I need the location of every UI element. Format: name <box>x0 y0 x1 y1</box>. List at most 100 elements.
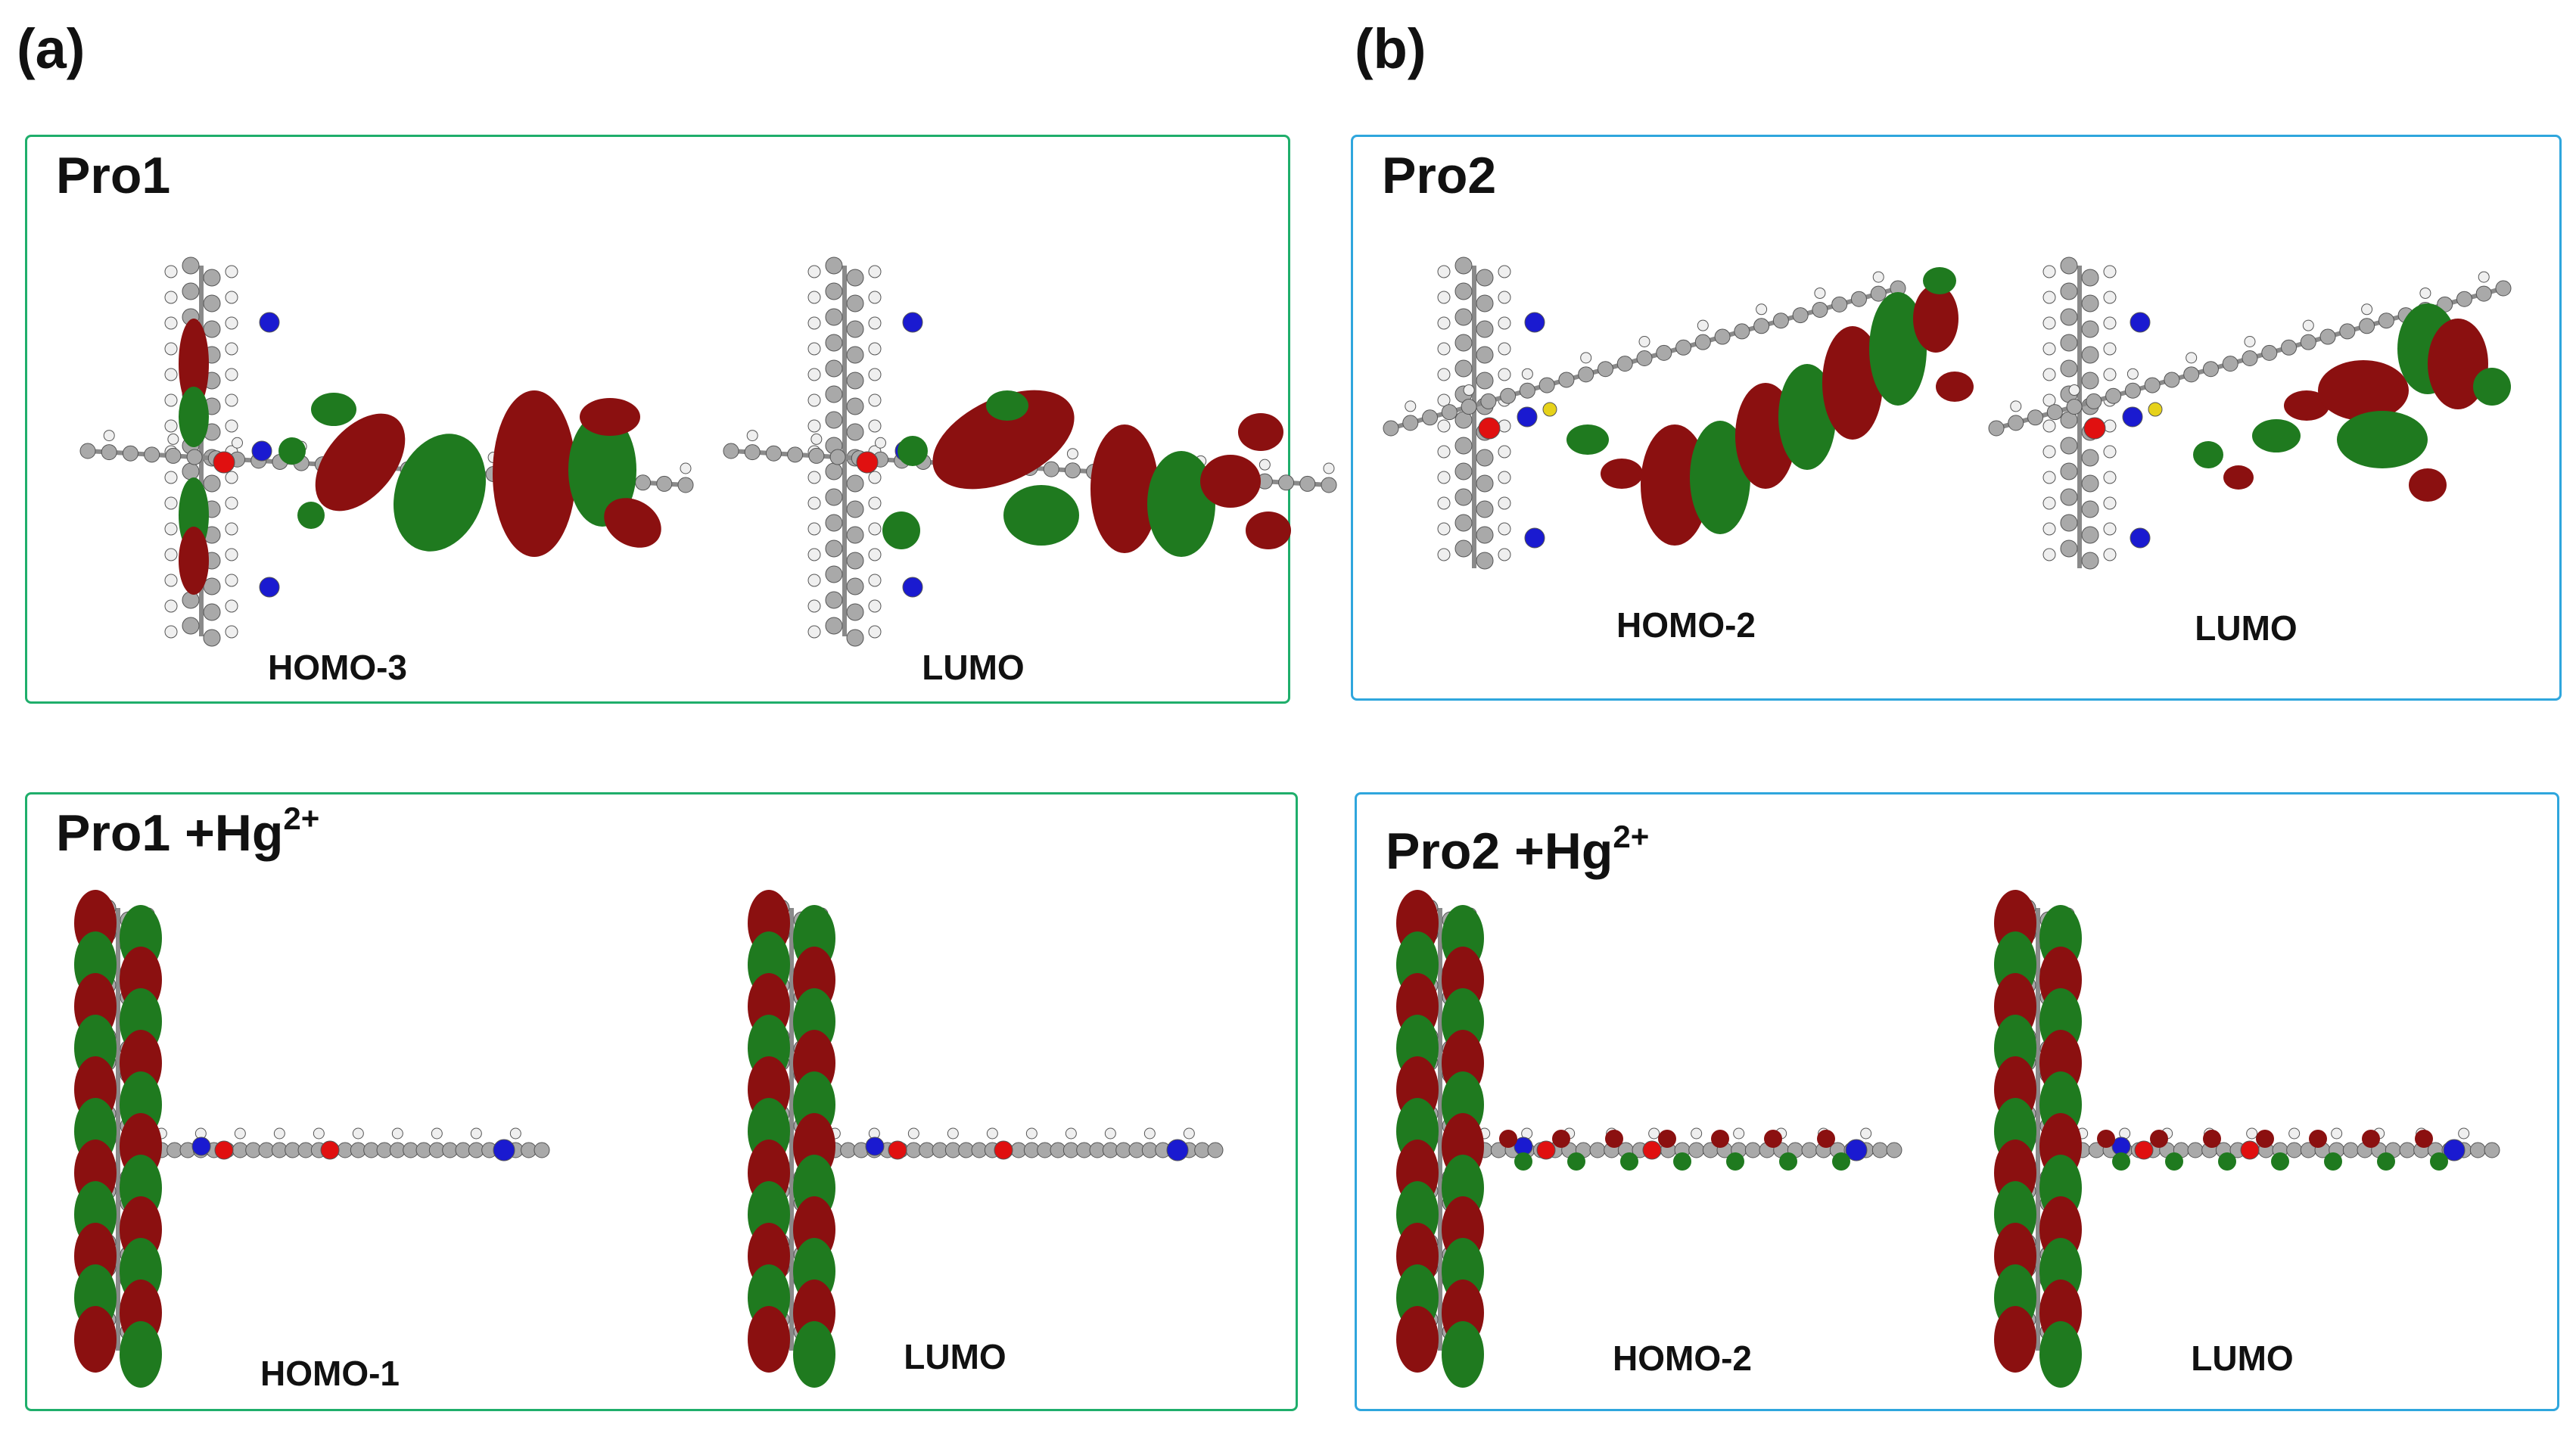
atom <box>203 294 221 312</box>
atom <box>164 574 178 587</box>
atom <box>2458 1127 2470 1140</box>
atom <box>825 488 843 506</box>
atom <box>807 548 821 561</box>
atom <box>1498 419 1511 433</box>
atom <box>907 1127 919 1140</box>
atom <box>2164 372 2180 388</box>
orbital-lobe <box>1726 1152 1744 1171</box>
atom <box>273 1127 285 1140</box>
atom <box>829 449 846 465</box>
atom <box>225 368 238 381</box>
atom <box>807 599 821 613</box>
atom <box>165 447 182 464</box>
atom <box>103 430 115 442</box>
atom <box>868 368 882 381</box>
atom <box>232 437 243 449</box>
atom <box>164 316 178 330</box>
orbital-lobe <box>1200 455 1261 508</box>
atom <box>2042 265 2056 278</box>
atom <box>2046 404 2063 421</box>
atom <box>2148 402 2163 417</box>
orbital-lobe <box>2430 1152 2448 1171</box>
atom <box>2103 368 2117 381</box>
orbital-lobe <box>1690 421 1750 534</box>
atom <box>1454 359 1473 378</box>
atom <box>1258 459 1271 471</box>
atom <box>164 522 178 536</box>
atom <box>2103 471 2117 484</box>
atom <box>1323 462 1335 474</box>
orbital-lobe <box>1764 1130 1782 1148</box>
atom <box>1437 291 1451 304</box>
atom <box>225 548 238 561</box>
atom <box>2042 419 2056 433</box>
atom <box>846 397 864 415</box>
atom <box>2399 1142 2416 1158</box>
atom <box>810 433 823 445</box>
orbital-label-right: LUMO <box>2191 1339 2294 1378</box>
atom <box>825 462 843 480</box>
atom <box>1524 312 1545 333</box>
atom <box>868 471 882 484</box>
atom <box>2339 323 2356 340</box>
atom <box>2419 287 2431 299</box>
atom <box>1642 1140 1662 1160</box>
orbital-lobe <box>1936 372 1974 402</box>
atom <box>868 291 882 304</box>
atom <box>807 625 821 639</box>
orbital-lobe <box>2112 1152 2130 1171</box>
atom <box>213 451 235 474</box>
atom <box>164 291 178 304</box>
atom <box>994 1140 1013 1160</box>
atom <box>868 393 882 407</box>
panel-title-text: Pro2 +Hg <box>1386 822 1613 880</box>
atom <box>2103 445 2117 459</box>
atom <box>1463 384 1475 396</box>
atom <box>1476 449 1494 467</box>
atom <box>2378 312 2394 329</box>
orbital-lobe <box>2193 441 2223 468</box>
atom <box>1476 526 1494 544</box>
atom <box>2081 500 2099 518</box>
atom <box>2456 291 2472 307</box>
atom <box>1321 477 1337 493</box>
atom <box>2495 280 2512 297</box>
atom <box>1860 1127 1872 1140</box>
atom <box>1437 471 1451 484</box>
atom <box>2300 334 2316 350</box>
atom <box>164 496 178 510</box>
atom <box>164 265 178 278</box>
atom <box>1480 393 1497 409</box>
atom <box>1104 1127 1116 1140</box>
panel-title: Pro1 <box>56 146 170 205</box>
atom <box>2060 437 2078 455</box>
orbital-lobe <box>2415 1130 2433 1148</box>
atom <box>1476 500 1494 518</box>
orbital-lobe <box>1641 424 1709 546</box>
atom <box>2042 522 2056 536</box>
atom <box>807 393 821 407</box>
orbital-lobe <box>1003 485 1079 546</box>
atom <box>1066 448 1078 460</box>
orbital-lobe <box>1923 267 1956 294</box>
atom <box>1498 316 1511 330</box>
atom <box>225 471 238 484</box>
panel-pro2-hg: Pro2 +Hg2+ HOMO-2 LUMO <box>1355 792 2559 1411</box>
atom <box>2124 382 2141 399</box>
orbital-lobe <box>2252 419 2301 452</box>
atom <box>225 316 238 330</box>
atom <box>1498 265 1511 278</box>
atom <box>493 1139 515 1161</box>
atom <box>1454 334 1473 352</box>
panel-title: Pro2 +Hg2+ <box>1386 821 1649 881</box>
orbital-lobe <box>2377 1152 2395 1171</box>
atom <box>746 430 758 442</box>
orbital-lobe <box>1994 1306 2036 1373</box>
charge-superscript: 2+ <box>283 801 320 836</box>
atom <box>534 1142 550 1158</box>
atom <box>234 1127 246 1140</box>
atom <box>2081 449 2099 467</box>
atom <box>868 599 882 613</box>
orbital-lobe <box>1817 1130 1835 1148</box>
atom <box>225 291 238 304</box>
